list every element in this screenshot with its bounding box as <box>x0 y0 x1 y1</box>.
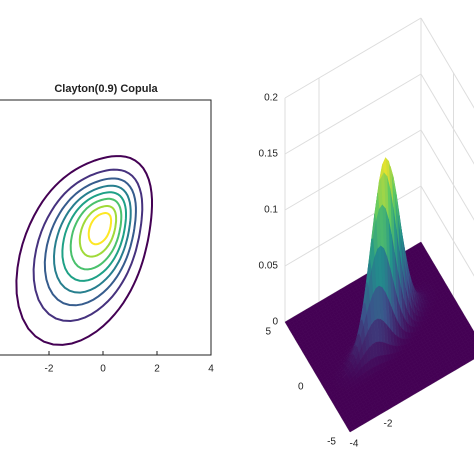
contour-line <box>43 177 137 307</box>
grid-line <box>284 185 422 267</box>
x-tick-label: 0 <box>100 364 106 375</box>
z-tick-label: 0.2 <box>264 93 278 104</box>
grid-line <box>284 17 422 99</box>
y-tick-label: -4 <box>350 439 359 450</box>
chart-title: Clayton(0.9) Copula <box>54 83 158 95</box>
contour-line <box>15 155 153 346</box>
x-tick-label: 2 <box>154 364 160 375</box>
contour-line <box>69 197 123 271</box>
x-tick-label: 4 <box>208 364 214 375</box>
x-tick-label: 0 <box>298 382 304 393</box>
x-tick-label: -2 <box>45 364 54 375</box>
surface-patch <box>348 427 354 433</box>
z-tick-label: 0.1 <box>264 205 278 216</box>
z-tick-label: 0.15 <box>259 149 279 160</box>
contour-line <box>78 205 118 258</box>
z-tick-label: 0.05 <box>259 261 279 272</box>
contour-line <box>52 184 132 294</box>
x-tick-label: 5 <box>265 327 271 338</box>
y-tick-label: -2 <box>384 419 393 430</box>
surface <box>284 157 474 433</box>
grid-line <box>284 129 422 211</box>
x-tick-label: -5 <box>327 437 336 448</box>
z-tick-label: 0 <box>272 317 278 328</box>
contour-line <box>87 212 113 246</box>
contour-line <box>61 191 127 282</box>
contour-line <box>32 168 144 323</box>
grid-line <box>284 73 422 155</box>
